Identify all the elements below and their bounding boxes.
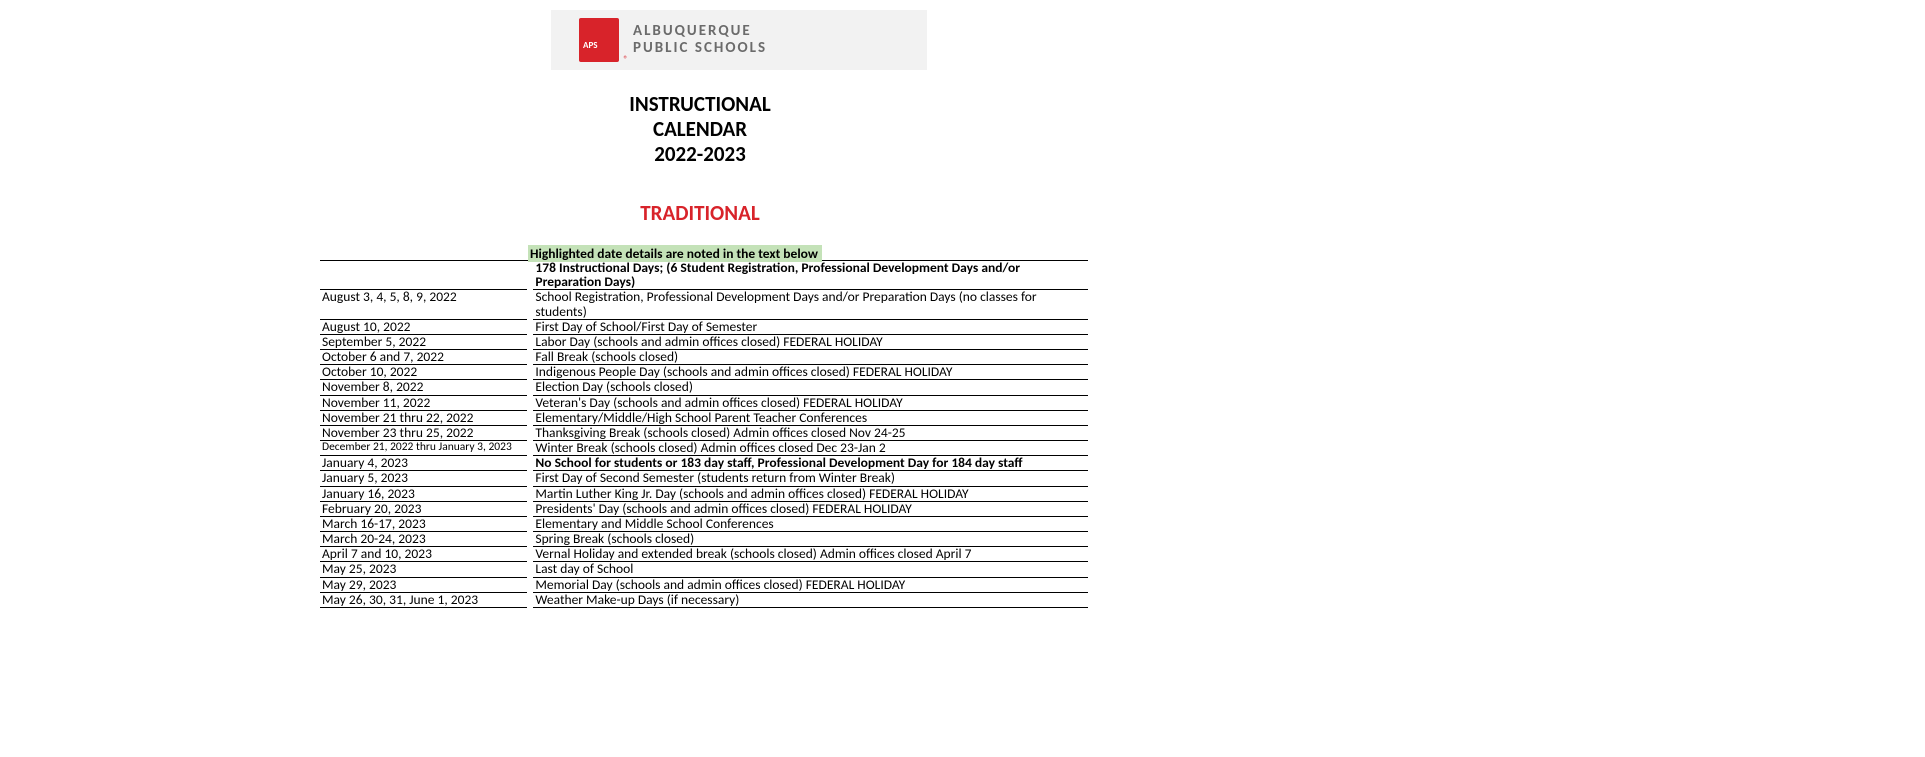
desc-cell: Weather Make-up Days (if necessary) (533, 592, 1088, 607)
date-cell: January 5, 2023 (320, 471, 527, 486)
table-row: November 11, 2022 Veteran's Day (schools … (320, 395, 1088, 410)
table-row: November 8, 2022 Election Day (schools cl… (320, 380, 1088, 395)
calendar-table: 178 Instructional Days; (6 Student Regis… (320, 261, 1088, 608)
desc-cell: First Day of Second Semester (students r… (533, 471, 1088, 486)
table-row: January 5, 2023 First Day of Second Semes… (320, 471, 1088, 486)
date-cell: August 3, 4, 5, 8, 9, 2022 (320, 290, 527, 319)
desc-cell: School Registration, Professional Develo… (533, 290, 1088, 319)
logo-line2: PUBLIC SCHOOLS (633, 40, 767, 57)
desc-cell: Election Day (schools closed) (533, 380, 1088, 395)
title-line2: CALENDAR (320, 117, 1080, 142)
aps-logo-icon (579, 18, 619, 62)
table-row: October 10, 2022Indigenous People Day (s… (320, 365, 1088, 380)
desc-cell: Last day of School (533, 562, 1088, 577)
date-cell: November 23 thru 25, 2022 (320, 425, 527, 440)
date-cell: November 8, 2022 (320, 380, 527, 395)
logo-bar: ALBUQUERQUE PUBLIC SCHOOLS (551, 10, 927, 70)
table-row: May 25, 2023 Last day of School (320, 562, 1088, 577)
date-cell: May 29, 2023 (320, 577, 527, 592)
desc-cell: Martin Luther King Jr. Day (schools and … (533, 486, 1088, 501)
title-block: INSTRUCTIONAL CALENDAR 2022-2023 TRADITI… (320, 92, 1080, 226)
title-line1: INSTRUCTIONAL (320, 92, 1080, 117)
date-cell: January 16, 2023 (320, 486, 527, 501)
date-cell: November 11, 2022 (320, 395, 527, 410)
date-cell: May 25, 2023 (320, 562, 527, 577)
table-header-row: 178 Instructional Days; (6 Student Regis… (320, 261, 1088, 290)
table-row: May 29, 2023 Memorial Day (schools and ad… (320, 577, 1088, 592)
table-row: April 7 and 10, 2023Vernal Holiday and e… (320, 547, 1088, 562)
desc-cell: Veteran's Day (schools and admin offices… (533, 395, 1088, 410)
table-row: January 16, 2023 Martin Luther King Jr. D… (320, 486, 1088, 501)
table-row: August 3, 4, 5, 8, 9, 2022School Registr… (320, 290, 1088, 319)
title-line3: 2022-2023 (320, 142, 1080, 167)
header-desc-cell: 178 Instructional Days; (6 Student Regis… (533, 261, 1088, 290)
header-date-cell (320, 261, 527, 290)
logo-line1: ALBUQUERQUE (633, 23, 767, 40)
desc-cell: Memorial Day (schools and admin offices … (533, 577, 1088, 592)
logo-text: ALBUQUERQUE PUBLIC SCHOOLS (633, 23, 767, 58)
date-cell: May 26, 30, 31, June 1, 2023 (320, 592, 527, 607)
table-row: March 16-17, 2023Elementary and Middle S… (320, 516, 1088, 531)
subtitle: TRADITIONAL (320, 200, 1080, 226)
table-row: May 26, 30, 31, June 1, 2023 Weather Make… (320, 592, 1088, 607)
